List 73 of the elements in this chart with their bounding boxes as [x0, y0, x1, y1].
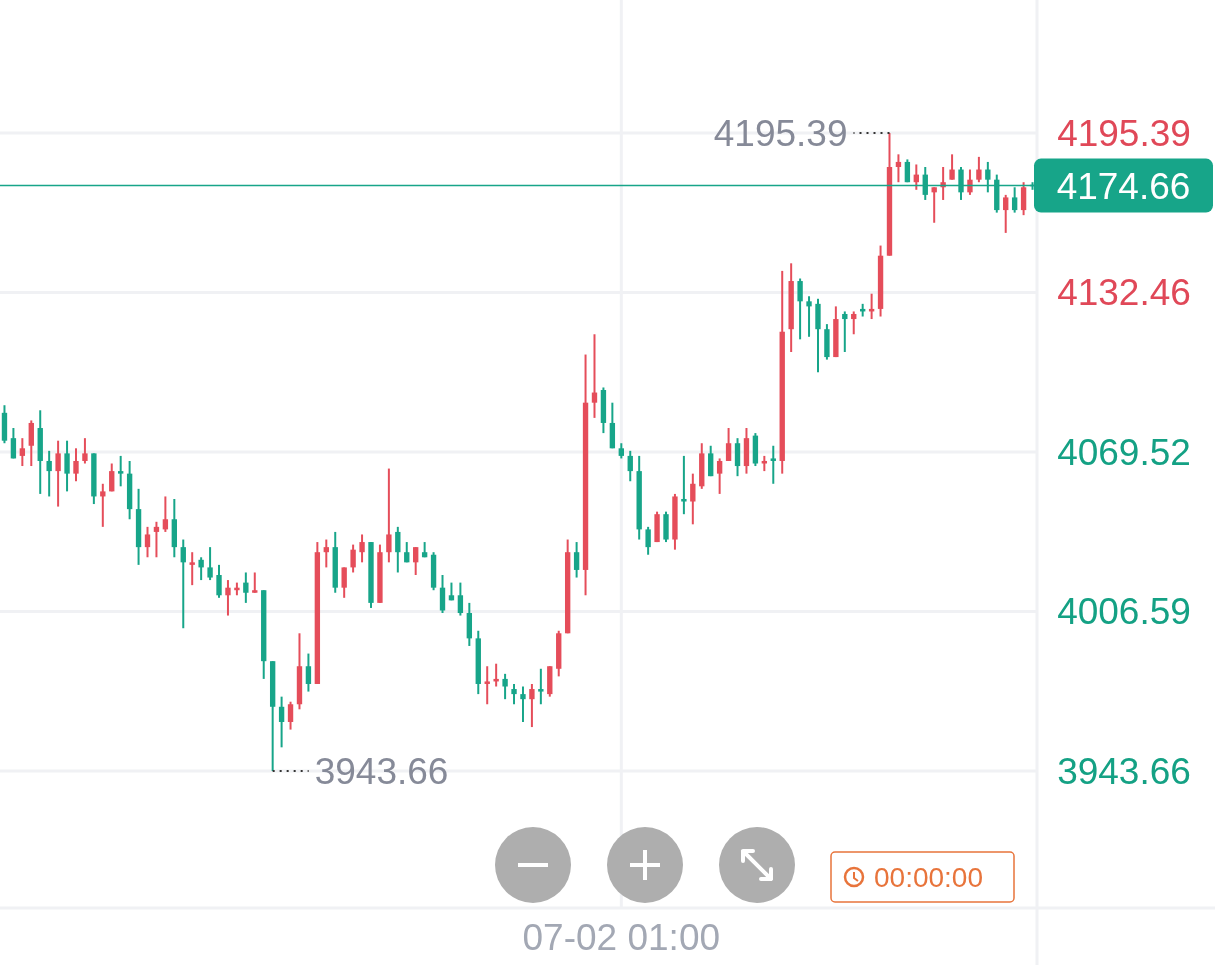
candlestick [931, 186, 937, 224]
candlestick [484, 665, 490, 706]
candlestick [287, 700, 294, 731]
candlestick [797, 277, 803, 341]
y-tick-label: 3943.66 [1057, 750, 1191, 792]
annotation: 4195.39 [713, 113, 848, 155]
candlestick [118, 454, 124, 488]
candlestick [73, 447, 79, 483]
candlestick [153, 520, 160, 559]
candlestick [627, 449, 633, 483]
candlestick [967, 168, 973, 196]
candlestick [198, 556, 204, 582]
y-tick-label: 4195.39 [1057, 113, 1191, 155]
annotation: 00:00:00 [874, 861, 983, 893]
y-tick-label: 4132.46 [1057, 272, 1191, 314]
candlestick [1003, 193, 1009, 234]
candlestick [162, 495, 169, 533]
candlestick [359, 533, 365, 564]
candlestick [725, 427, 732, 462]
candlestick [144, 525, 151, 559]
candlestick [305, 652, 312, 693]
candlestick [681, 454, 687, 516]
candlestick [457, 581, 464, 617]
candlestick [439, 574, 446, 615]
candlestick [46, 449, 52, 498]
candlestick [413, 546, 419, 577]
candlestick [341, 566, 347, 599]
candlestick [976, 155, 982, 184]
candlestick [708, 444, 714, 478]
candlestick [716, 457, 723, 495]
candlestick [350, 543, 356, 574]
candlestick [538, 667, 544, 706]
candlestick [645, 525, 651, 556]
candlestick [82, 437, 88, 465]
candlestick [19, 437, 26, 468]
y-tick-label: 4069.52 [1057, 432, 1191, 473]
annotation: 3943.66 [314, 750, 449, 792]
candlestick [10, 427, 17, 460]
candlestick [100, 482, 106, 528]
candlestick [180, 538, 186, 630]
candlestick [386, 467, 392, 564]
candlestick [842, 310, 848, 353]
candlestick [28, 419, 34, 468]
candlestick [690, 472, 696, 526]
candlestick [243, 571, 249, 604]
candlestick [949, 153, 955, 181]
x-tick-label: 07-02 01:00 [522, 916, 721, 958]
candlestick [64, 439, 70, 493]
candlestick [770, 444, 776, 485]
candlestick [225, 579, 231, 617]
candlestick [189, 551, 195, 587]
candlestick [511, 682, 517, 706]
candlestick [573, 541, 580, 579]
candlestick [734, 437, 741, 478]
candlestick [207, 546, 213, 582]
candlestick [520, 685, 526, 723]
candlestick [109, 462, 115, 493]
candlestick [1020, 181, 1027, 217]
y-tick-label: 4006.59 [1057, 591, 1191, 633]
candlestick [395, 525, 401, 574]
candlestick [529, 682, 535, 729]
candlestick [216, 563, 222, 599]
candlestick [806, 295, 812, 338]
candlestick [502, 672, 508, 701]
candlestick [591, 333, 598, 419]
candlestick [851, 310, 857, 336]
candlestick [278, 695, 285, 749]
candlestick [252, 571, 258, 594]
ref-line-label: 4174.66 [1056, 165, 1191, 207]
candlestick [904, 158, 911, 184]
candlestick [55, 439, 61, 508]
candlestick [895, 153, 902, 184]
candlestick [323, 538, 329, 569]
